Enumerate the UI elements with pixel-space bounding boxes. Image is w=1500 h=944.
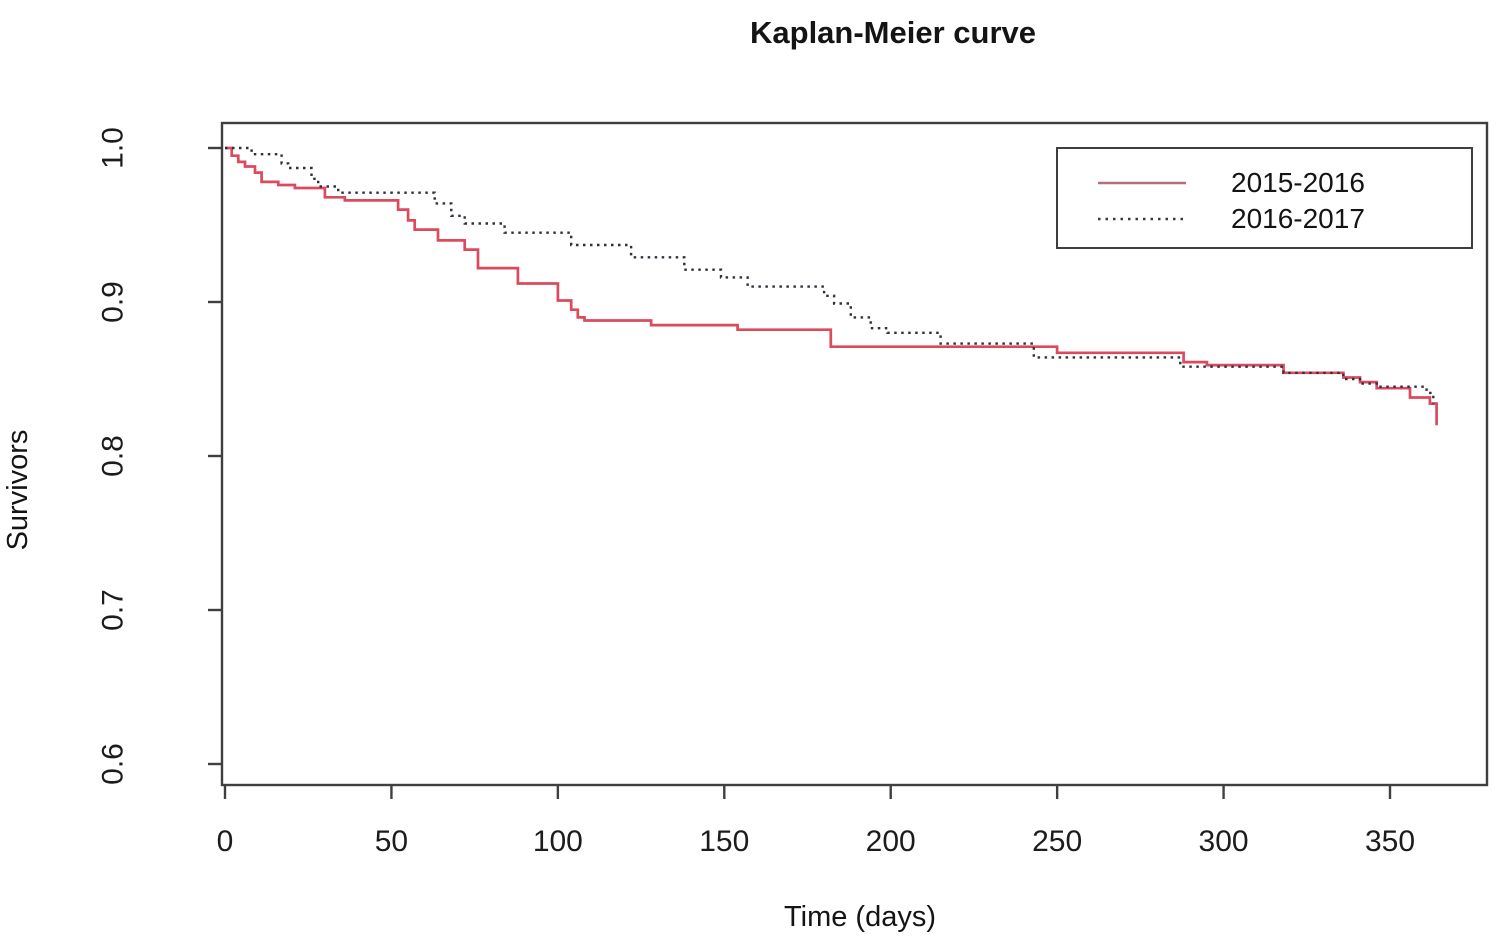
x-tick-label: 350 — [1365, 825, 1415, 858]
legend-label-2016-2017: 2016-2017 — [1231, 203, 1365, 234]
x-tick-label: 150 — [699, 825, 749, 858]
x-axis-label: Time (days) — [784, 901, 936, 933]
x-axis-ticks: 0 50 100 150 200 250 300 350 — [217, 785, 1415, 858]
x-tick-label: 250 — [1032, 825, 1082, 858]
legend-box — [1056, 147, 1473, 249]
plot-border — [220, 121, 1489, 787]
y-tick-label: 0.6 — [97, 743, 130, 785]
x-tick-label: 50 — [375, 825, 408, 858]
y-tick-label: 0.9 — [97, 281, 130, 323]
x-tick-label: 0 — [217, 825, 234, 858]
x-tick-label: 300 — [1199, 825, 1249, 858]
y-tick-label: 1.0 — [97, 127, 130, 169]
legend-label-2015-2016: 2015-2016 — [1231, 167, 1365, 198]
km-curve-2015-2016 — [225, 146, 1438, 426]
curve-layer — [225, 146, 1438, 426]
y-axis-label: Survivors — [2, 430, 34, 551]
chart-title: Kaplan-Meier curve — [750, 15, 1036, 50]
x-tick-label: 100 — [533, 825, 583, 858]
x-tick-label: 200 — [866, 825, 916, 858]
y-axis-ticks: 1.0 0.9 0.8 0.7 0.6 — [97, 127, 222, 785]
y-tick-label: 0.7 — [97, 589, 130, 631]
legend: 2015-2016 2016-2017 — [1056, 147, 1473, 249]
y-tick-label: 0.8 — [97, 435, 130, 477]
km-curve-2016-2017 — [225, 146, 1435, 404]
